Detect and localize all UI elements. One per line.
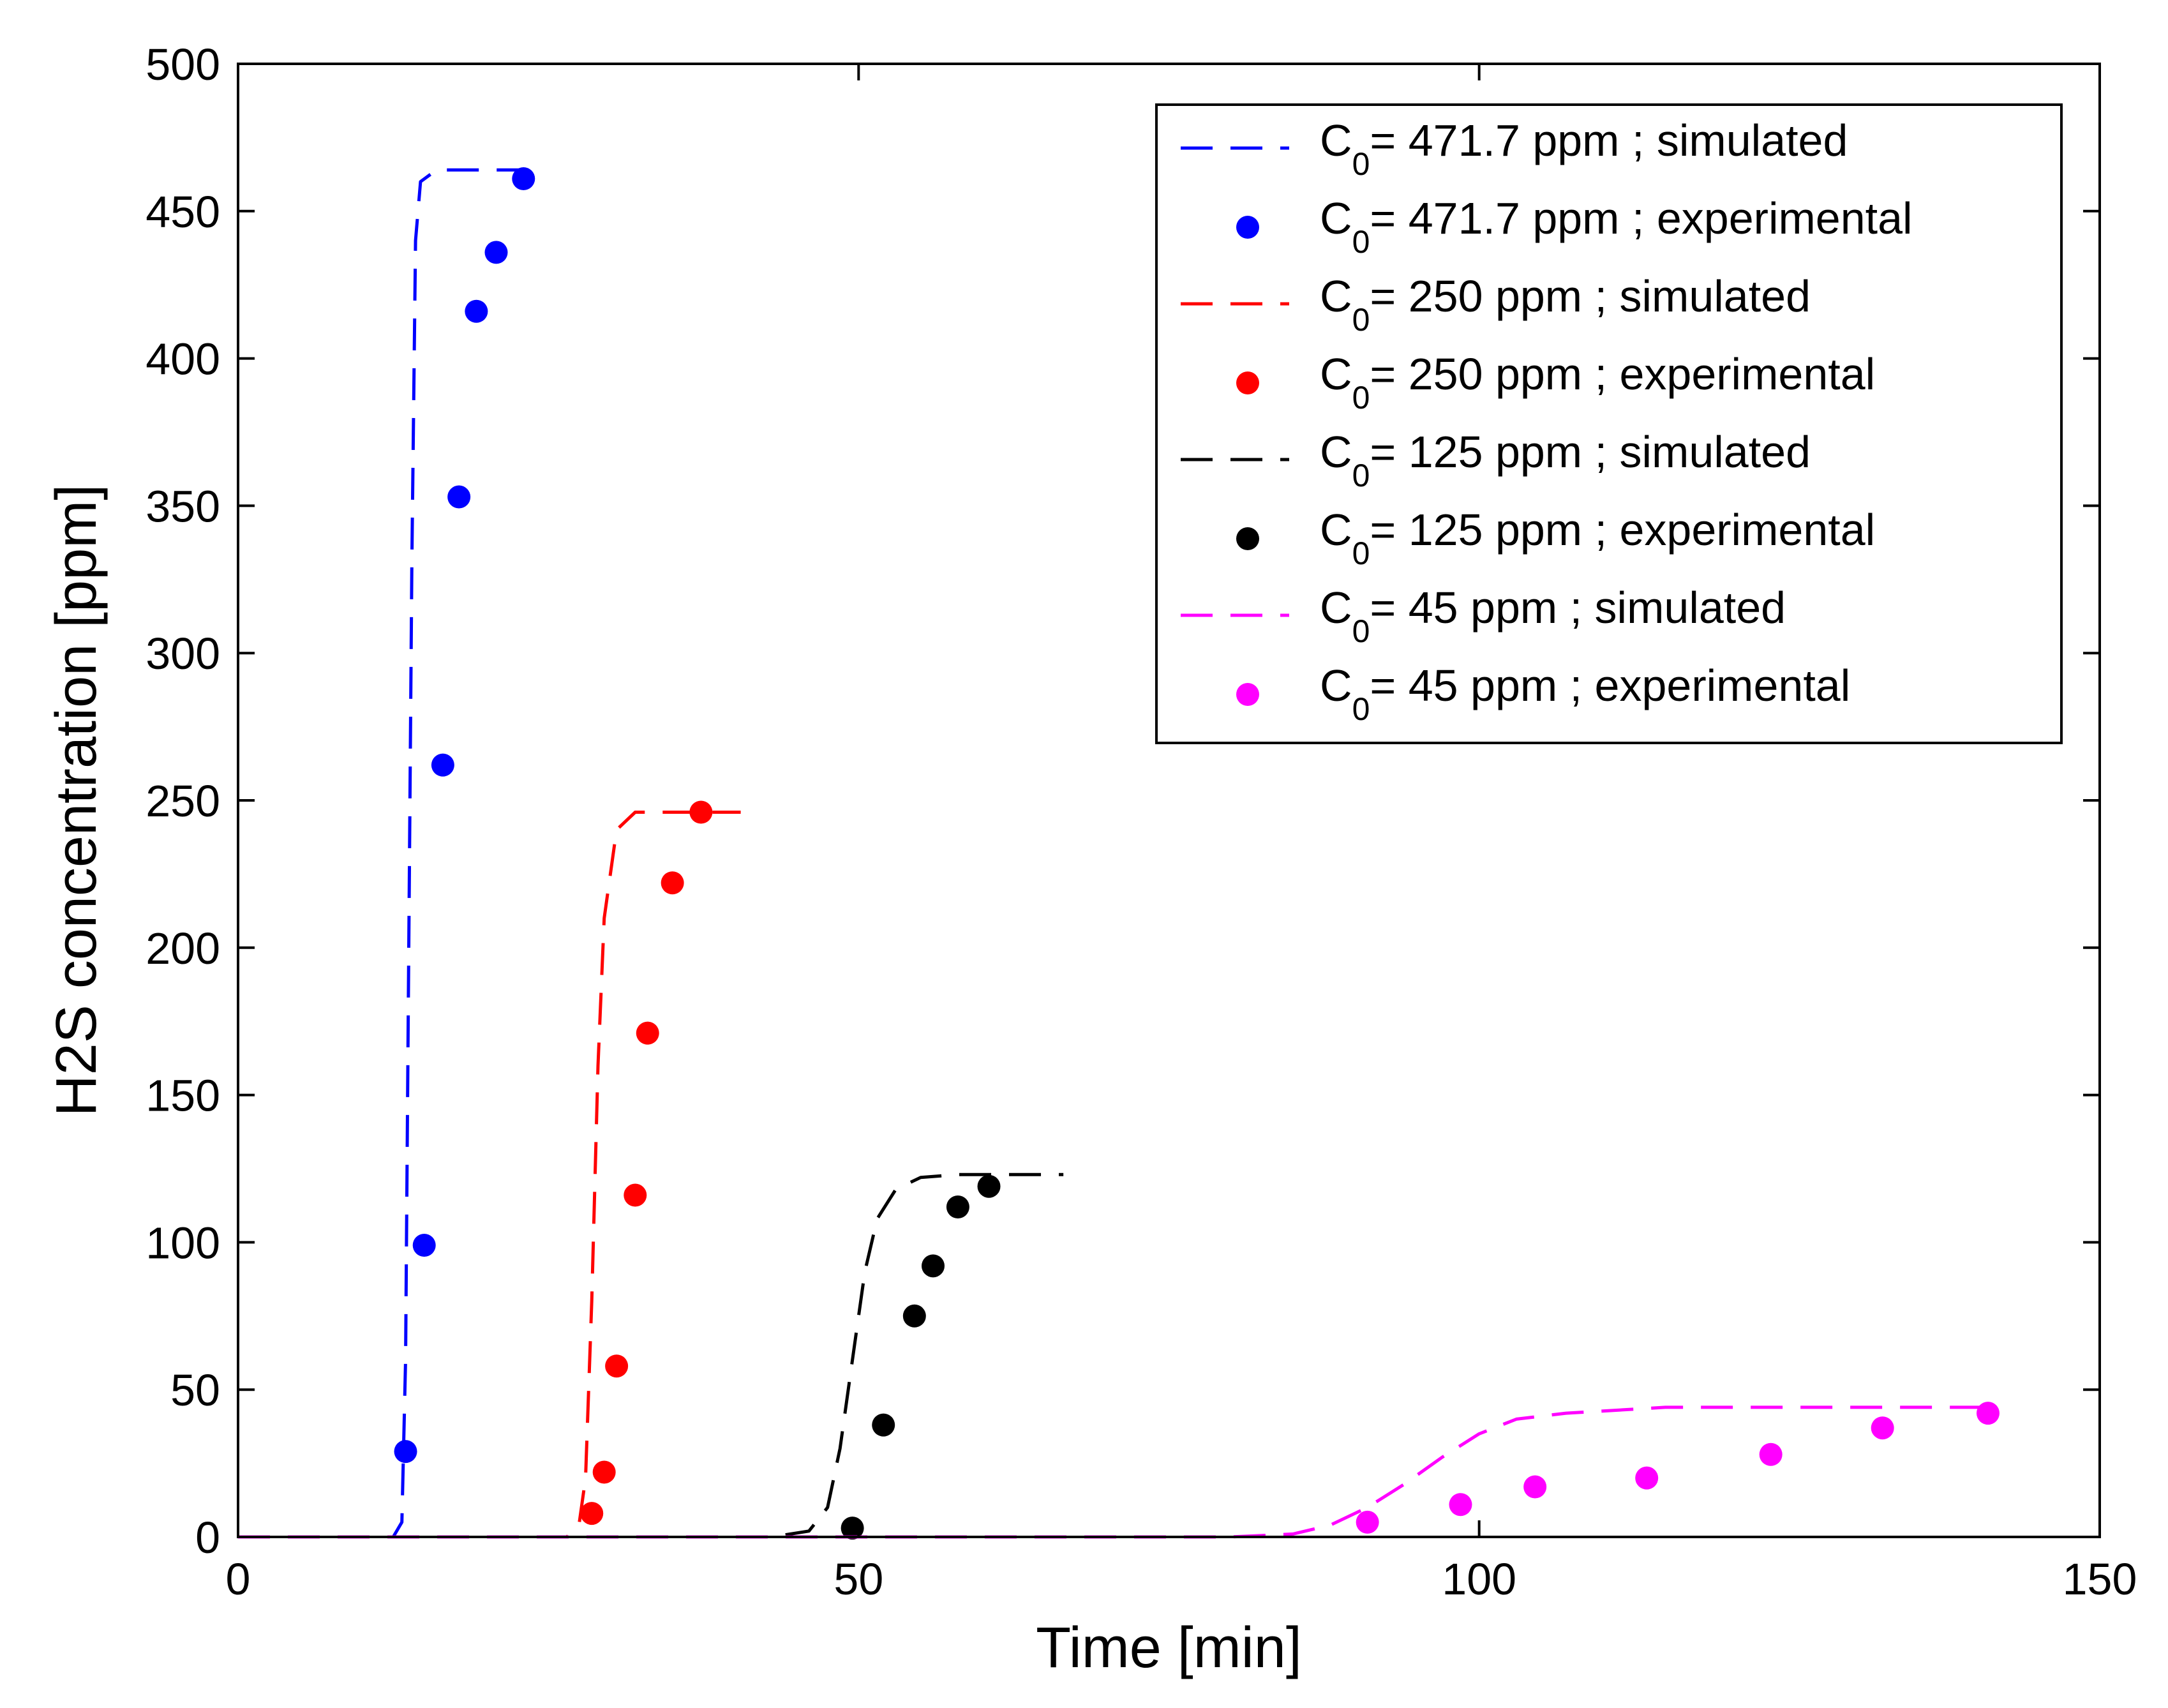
legend-label: C0= 471.7 ppm ; experimental [1320,193,1913,260]
data-point [412,1234,436,1257]
legend-marker-sample [1236,371,1259,394]
data-point [636,1021,659,1045]
legend-marker-sample [1236,216,1259,239]
legend-marker-sample [1236,527,1259,550]
legend-label: C0= 45 ppm ; simulated [1320,583,1786,649]
y-tick-label: 150 [146,1071,220,1121]
y-tick-label: 450 [146,187,220,237]
y-tick-label: 500 [146,40,220,89]
x-tick-label: 100 [1442,1554,1516,1604]
data-point [447,485,471,509]
data-point [1635,1466,1659,1490]
axes-frame [237,63,2101,1538]
y-tick-label: 400 [146,334,220,384]
x-tick-label: 50 [834,1554,883,1604]
series-line-2 [238,811,741,1539]
y-tick-label: 50 [170,1365,220,1415]
legend-label: C0= 250 ppm ; simulated [1320,271,1811,338]
y-tick-label: 100 [146,1218,220,1268]
data-point [605,1354,629,1378]
data-point [484,241,508,264]
legend-label: C0= 125 ppm ; experimental [1320,505,1875,571]
data-point [872,1413,895,1437]
legend-label: C0= 45 ppm ; experimental [1320,661,1850,727]
series-line-6 [238,1405,1988,1539]
series-line-0 [238,168,542,1539]
y-tick-label: 200 [146,924,220,973]
legend: C0= 471.7 ppm ; simulated C0= 471.7 ppm ;… [1155,103,2063,744]
legend-label: C0= 250 ppm ; experimental [1320,349,1875,416]
x-tick-label: 0 [226,1554,251,1604]
y-tick-label: 300 [146,629,220,678]
y-tick-label: 350 [146,481,220,531]
data-point [1976,1402,2000,1425]
x-axis-title: Time [min] [1036,1616,1302,1680]
y-axis-title: H2S concentration [ppm] [45,484,108,1117]
legend-marker-sample [1236,683,1259,706]
data-point [624,1183,647,1207]
legend-label: C0= 125 ppm ; simulated [1320,427,1811,493]
data-point [946,1195,969,1219]
data-point [1871,1416,1894,1440]
plot-area [238,167,2000,1540]
y-tick-label: 250 [146,776,220,826]
data-point [394,1440,417,1464]
data-point [922,1254,945,1278]
data-point [465,299,488,323]
data-point [1356,1510,1379,1534]
data-point [592,1460,616,1484]
data-point [431,753,454,777]
data-point [977,1174,1001,1198]
data-point [512,167,535,191]
data-point [1759,1442,1783,1466]
x-tick-label: 150 [2063,1554,2137,1604]
data-point [1449,1493,1472,1517]
data-point [902,1304,926,1328]
data-point [661,871,684,895]
data-point [1523,1475,1547,1499]
legend-box [1155,103,2063,744]
series-line-4 [238,1172,1064,1539]
y-tick-label: 0 [195,1513,220,1562]
data-point [580,1502,604,1525]
data-point [689,800,713,824]
legend-label: C0= 471.7 ppm ; simulated [1320,116,1848,182]
